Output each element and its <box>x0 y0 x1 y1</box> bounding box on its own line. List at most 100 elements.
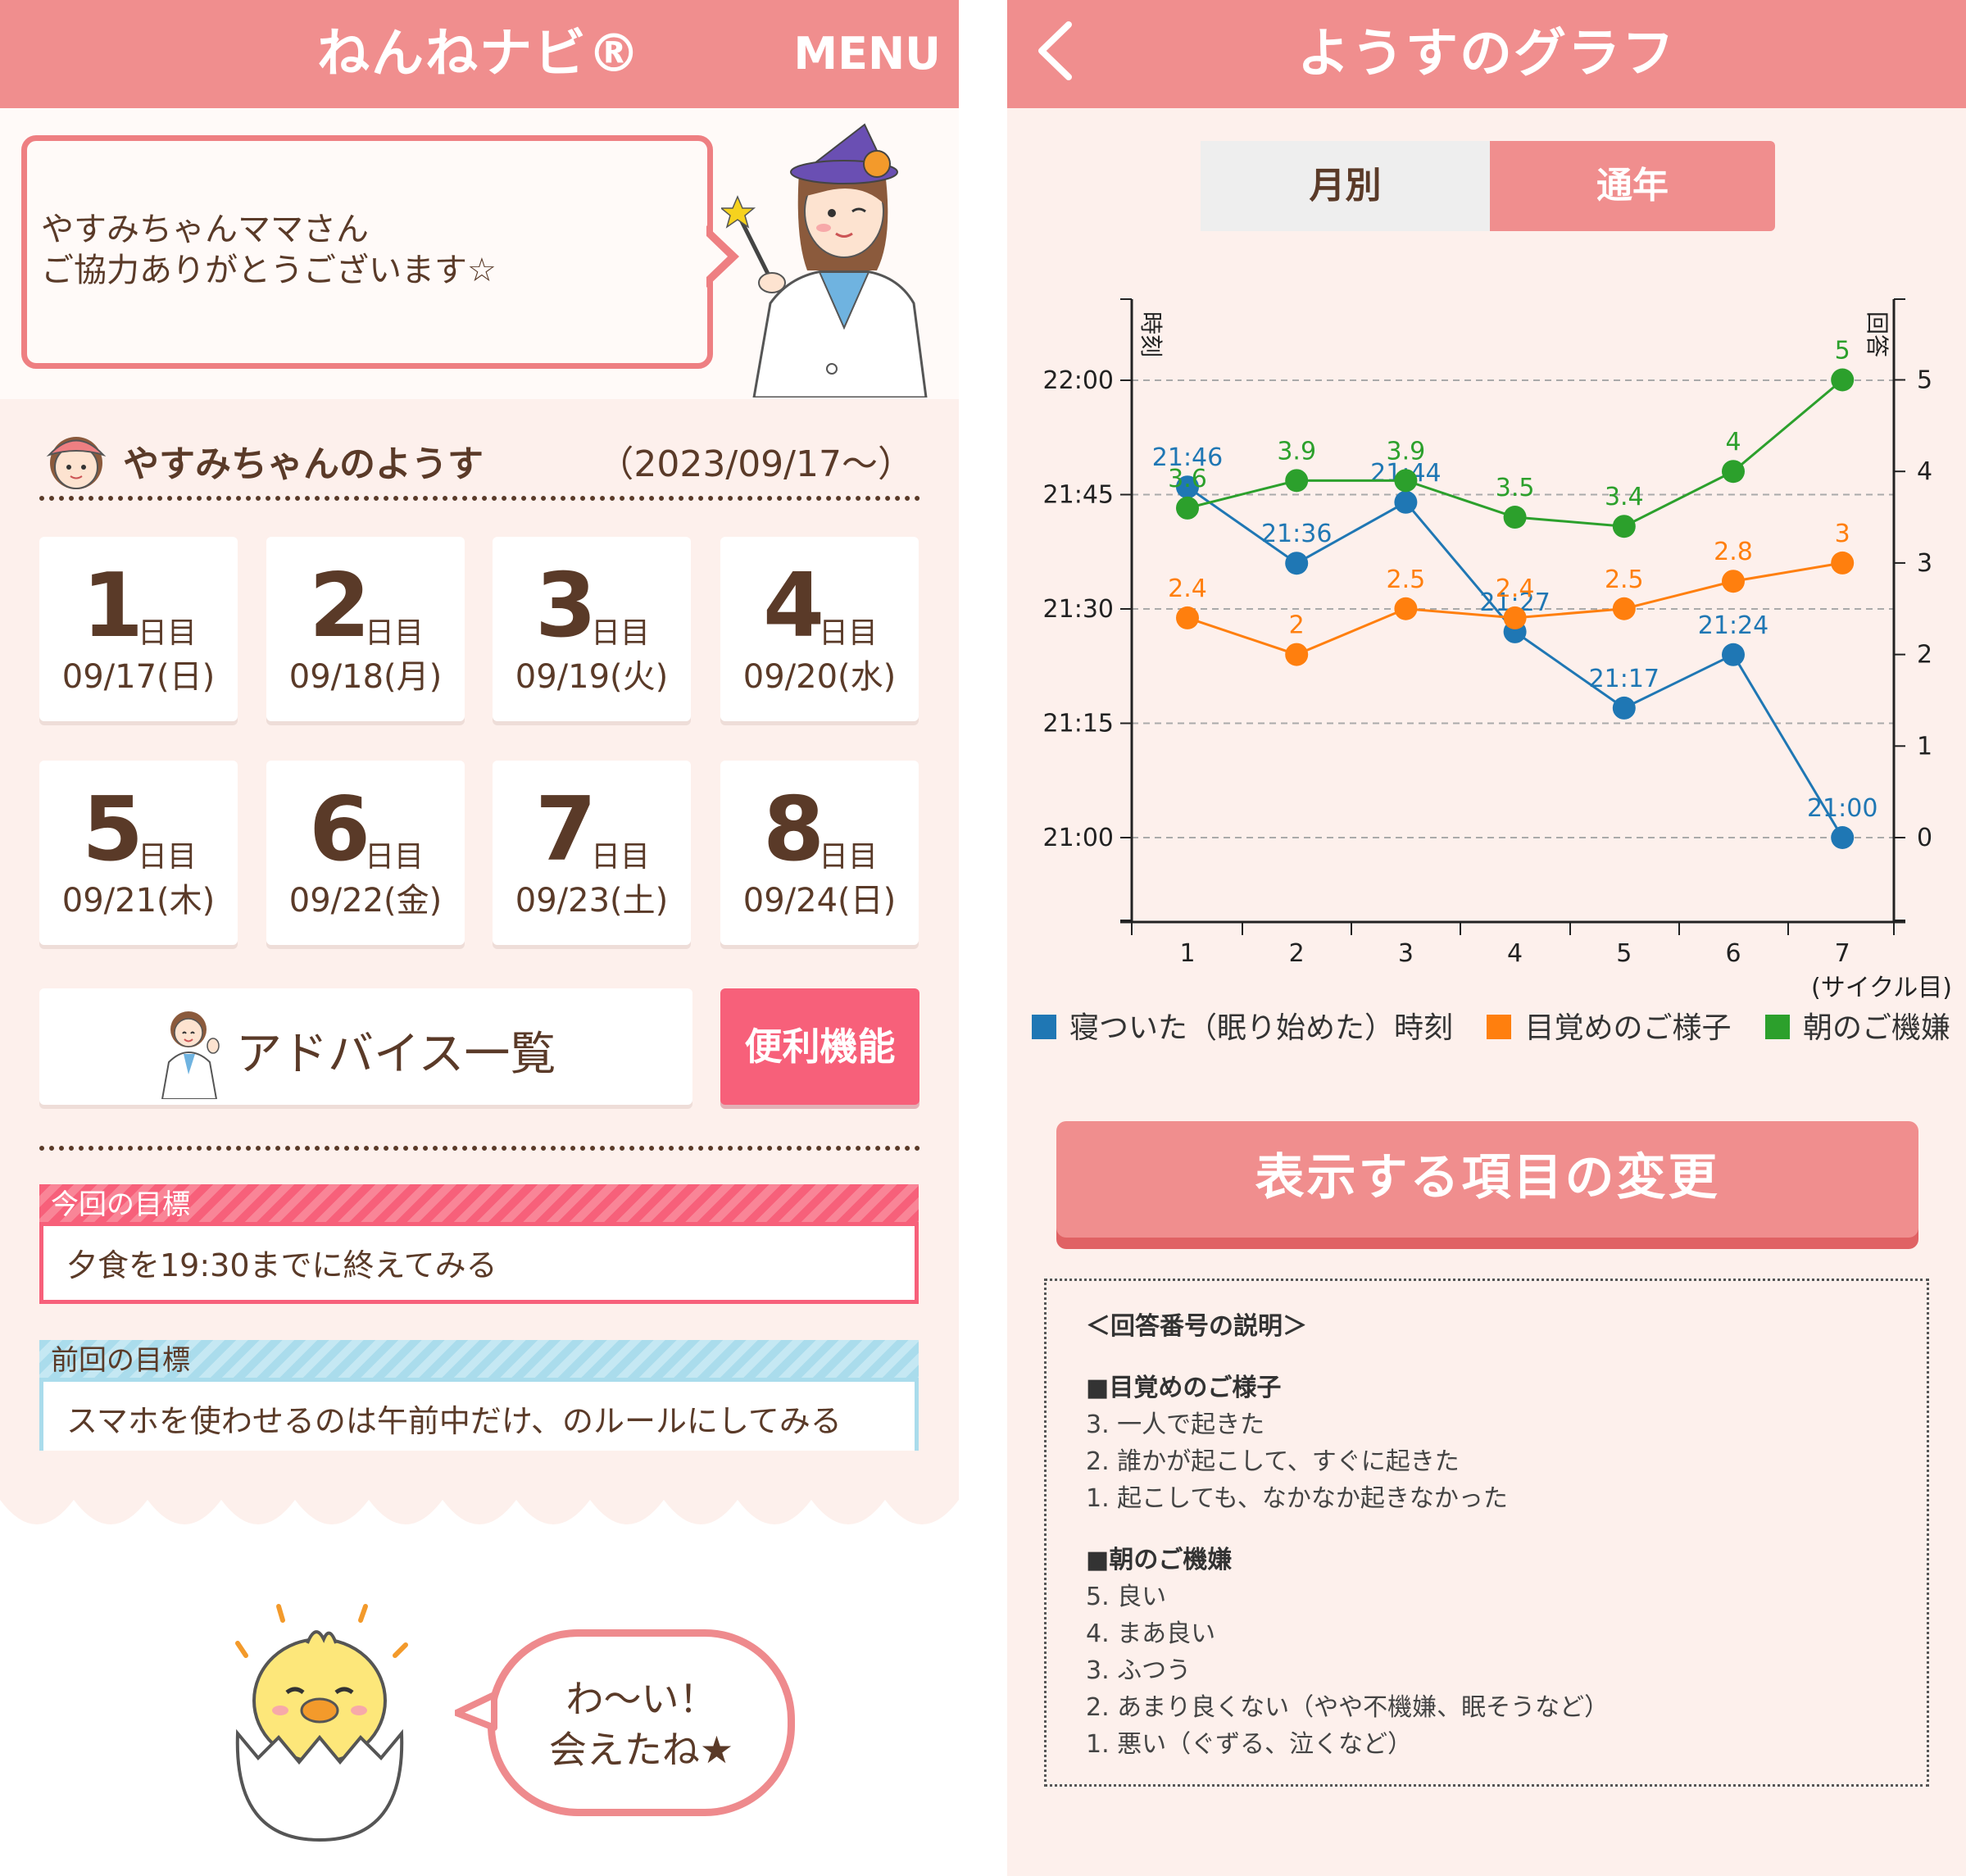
x-tick-label: 7 <box>1835 939 1850 968</box>
day-date: 09/20(水) <box>742 658 897 696</box>
day-date: 09/23(土) <box>515 882 669 920</box>
chick-speech-line2: 会えたね★ <box>548 1728 734 1772</box>
day-card-5[interactable]: 5 日目 09/21(木) <box>39 761 238 945</box>
day-number: 2 <box>309 555 371 657</box>
graph-header: ようすのグラフ <box>1007 0 1966 108</box>
day-card-3[interactable]: 3 日目 09/19(火) <box>493 537 691 721</box>
tab-yearly[interactable]: 通年 <box>1490 141 1775 231</box>
legend-swatch-green <box>1764 1015 1790 1039</box>
graph-screen: ようすのグラフ 月別 通年 21:00 21:15 21:30 21:45 22:00 0… <box>1007 0 1966 1876</box>
y-right-tick-label: 2 <box>1917 641 1932 670</box>
data-label: 3 <box>1835 520 1850 548</box>
previous-goal-label: 前回の目標 <box>39 1340 919 1381</box>
data-label: 2.4 <box>1168 575 1207 603</box>
y-left-tick-label: 22:00 <box>1043 366 1114 395</box>
series-point <box>1722 643 1745 666</box>
legend-label: 目覚めのご様子 <box>1524 1011 1732 1045</box>
child-avatar-icon <box>46 437 107 489</box>
legend-item: 朝のご機嫌 <box>1764 1011 1950 1045</box>
series-point <box>1831 551 1855 575</box>
doctor-illustration <box>721 123 928 397</box>
mood-item: 4. まあ良い <box>1086 1619 1216 1648</box>
series-point <box>1176 496 1199 520</box>
divider <box>39 496 920 501</box>
day-card-2[interactable]: 2 日目 09/18(月) <box>266 537 465 721</box>
mood-item: 5. 良い <box>1086 1583 1167 1611</box>
y-right-axis-label: 回答 <box>1864 311 1891 357</box>
utility-button[interactable]: 便利機能 <box>720 988 919 1105</box>
series-point <box>1722 570 1745 593</box>
day-number: 6 <box>309 779 371 881</box>
legend-swatch-orange <box>1487 1015 1512 1039</box>
mood-item: 3. ふつう <box>1086 1656 1192 1685</box>
day-suffix: 日目 <box>591 840 651 874</box>
greeting-text: やすみちゃんママさん ご協力ありがとうございます☆ <box>41 209 497 291</box>
data-label: 4 <box>1725 428 1741 457</box>
y-left-tick-label: 21:00 <box>1043 824 1114 852</box>
chick-illustration <box>235 1604 408 1842</box>
series-point <box>1612 515 1636 538</box>
x-tick-label: 6 <box>1725 939 1741 968</box>
y-right-tick-label: 4 <box>1917 457 1932 486</box>
greeting-line2: ご協力ありがとうございます☆ <box>41 252 497 289</box>
day-suffix: 日目 <box>138 616 198 650</box>
divider <box>39 1146 920 1151</box>
day-number: 1 <box>82 555 144 657</box>
previous-goal: 前回の目標 スマホを使わせるのは午前中だけ、のルールにしてみる <box>39 1340 919 1460</box>
greeting-line1: やすみちゃんママさん <box>41 211 369 248</box>
day-suffix: 日目 <box>819 840 879 874</box>
greeting-bubble <box>21 135 713 369</box>
data-label: 21:17 <box>1589 665 1660 693</box>
series-point <box>1285 552 1309 575</box>
wake-item: 1. 起こしても、なかなか起きなかった <box>1086 1484 1508 1513</box>
series-point <box>1831 368 1855 392</box>
series-point <box>1394 597 1418 620</box>
day-card-6[interactable]: 6 日目 09/22(金) <box>266 761 465 945</box>
doctor-icon <box>161 1011 220 1099</box>
section-title: やすみちゃんのようす <box>123 443 484 485</box>
mood-title: ■朝のご機嫌 <box>1086 1546 1233 1574</box>
menu-button[interactable]: MENU <box>793 28 941 79</box>
data-label: 2.4 <box>1496 575 1535 603</box>
back-arrow-icon[interactable] <box>1024 0 1097 108</box>
day-card-8[interactable]: 8 日目 09/24(日) <box>720 761 919 945</box>
legend-label: 寝ついた（眠り始めた）時刻 <box>1069 1011 1454 1045</box>
series-point <box>1285 643 1309 666</box>
data-label: 3.4 <box>1605 483 1644 511</box>
chick-speech-bubble: わ～い！ 会えたね★ <box>488 1629 795 1816</box>
app-header: ねんねナビ® MENU <box>0 0 959 108</box>
series-point <box>1503 606 1527 629</box>
current-goal: 今回の目標 夕食を19:30までに終えてみる <box>39 1184 919 1304</box>
advice-list-label: アドバイス一覧 <box>236 1028 556 1081</box>
y-right-tick-label: 3 <box>1917 549 1932 578</box>
advice-list-button[interactable]: アドバイス一覧 <box>39 988 692 1105</box>
day-card-7[interactable]: 7 日目 09/23(土) <box>493 761 691 945</box>
home-screen: ねんねナビ® MENU やすみちゃんママさん ご協力ありがとうございます☆ や <box>0 0 959 1876</box>
speech-tail <box>455 1692 497 1731</box>
data-label: 21:46 <box>1152 443 1223 472</box>
tab-monthly[interactable]: 月別 <box>1201 141 1490 231</box>
change-items-button[interactable]: 表示する項目の変更 <box>1056 1121 1918 1238</box>
day-suffix: 日目 <box>819 616 879 650</box>
app-title: ねんねナビ® <box>317 24 642 84</box>
data-label: 3.5 <box>1496 474 1535 502</box>
wake-title: ■目覚めのご様子 <box>1086 1374 1282 1402</box>
legend-label: 朝のご機嫌 <box>1802 1011 1950 1045</box>
data-label: 2.8 <box>1714 538 1753 566</box>
day-suffix: 日目 <box>591 616 651 650</box>
day-card-1[interactable]: 1 日目 09/17(日) <box>39 537 238 721</box>
legend-item: 寝ついた（眠り始めた）時刻 <box>1032 1011 1453 1045</box>
series-point <box>1722 460 1745 484</box>
y-right-tick-label: 0 <box>1917 824 1932 852</box>
x-axis-label: (サイクル目) <box>1811 974 1952 1000</box>
y-left-tick-label: 21:30 <box>1043 595 1114 624</box>
answer-explanation: ＜回答番号の説明＞ ■目覚めのご様子 3. 一人で起きた 2. 誰かが起こして、… <box>1044 1279 1929 1787</box>
day-card-4[interactable]: 4 日目 09/20(水) <box>720 537 919 721</box>
data-label: 21:36 <box>1261 520 1332 548</box>
legend-swatch-blue <box>1032 1015 1056 1039</box>
current-goal-label: 今回の目標 <box>39 1184 919 1225</box>
day-number: 5 <box>82 779 144 881</box>
series-point <box>1612 696 1636 720</box>
y-left-axis-label: 時刻 <box>1137 311 1165 357</box>
day-suffix: 日目 <box>365 840 425 874</box>
